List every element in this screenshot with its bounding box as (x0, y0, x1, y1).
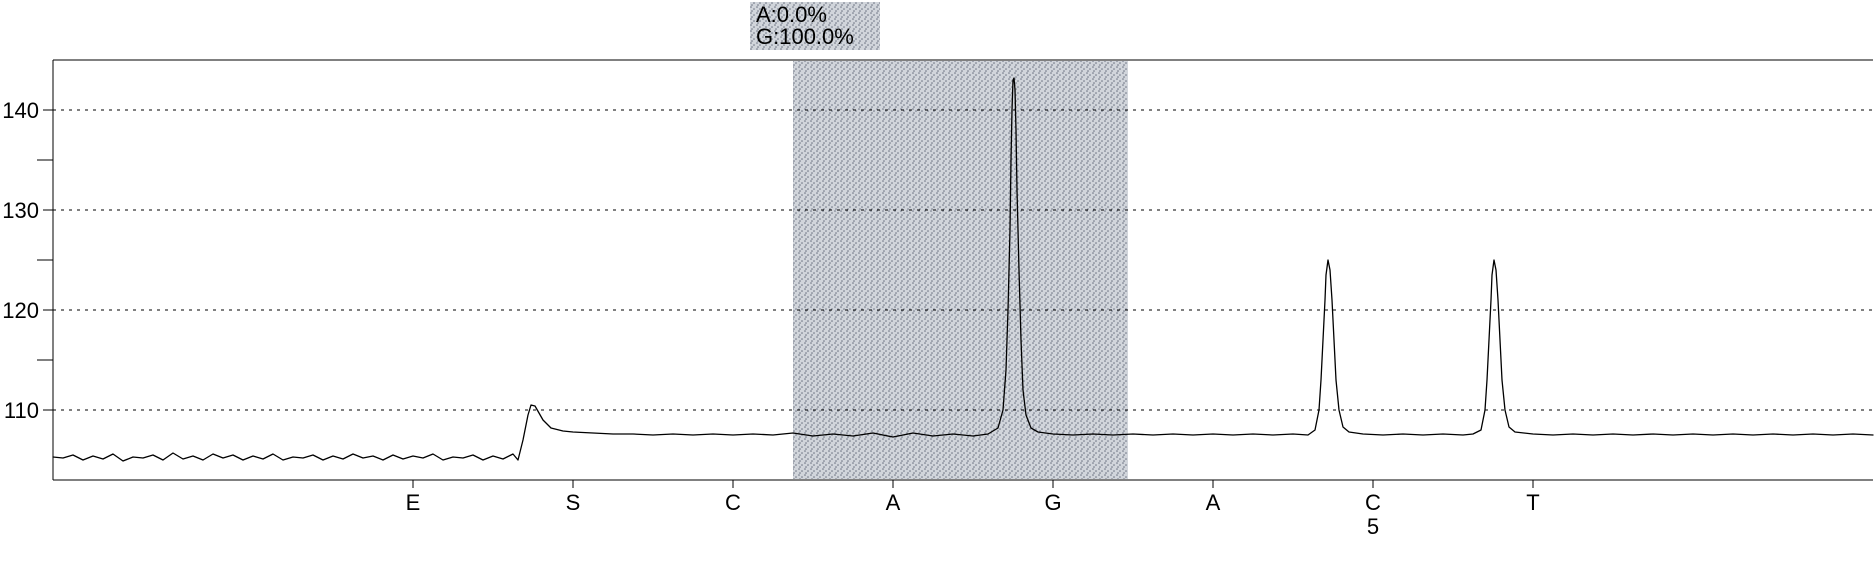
x-base-label: A (886, 490, 901, 515)
annotation-line: G:100.0% (756, 24, 854, 49)
x-base-label: E (406, 490, 421, 515)
y-tick-label: 110 (4, 398, 39, 423)
x-base-label: A (1206, 490, 1221, 515)
x-base-label: G (1044, 490, 1061, 515)
y-tick-label: 130 (2, 198, 39, 223)
chart-svg: 110120130140ESCAGAC5T A:0.0%G:100.0% (0, 0, 1875, 568)
x-base-label: S (566, 490, 581, 515)
x-base-label: T (1526, 490, 1539, 515)
x-base-label: C (1365, 490, 1381, 515)
y-tick-label: 120 (2, 298, 39, 323)
x-base-sublabel: 5 (1367, 514, 1379, 539)
y-tick-label: 140 (2, 98, 39, 123)
highlight-region (793, 61, 1128, 479)
pyrogram-chart: 110120130140ESCAGAC5T A:0.0%G:100.0% (0, 0, 1875, 568)
x-base-label: C (725, 490, 741, 515)
